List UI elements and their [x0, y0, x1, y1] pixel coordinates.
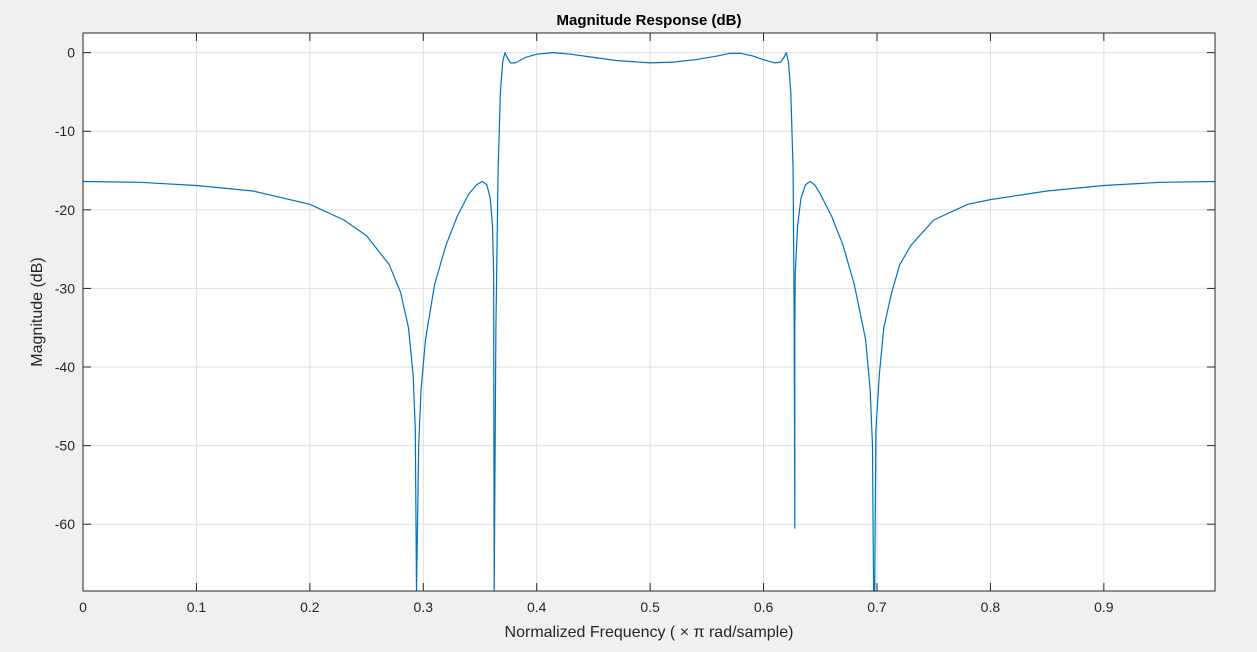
x-tick-label: 0 — [79, 599, 87, 615]
tick-labels: 0 0.1 0.2 0.3 0.4 0.5 0.6 0.7 0.8 0.9 0 -10 -20 -30 -4… — [55, 45, 1114, 615]
grid-lines — [83, 33, 1215, 591]
x-tick-label: 0.6 — [754, 599, 774, 615]
x-tick-label: 0.1 — [187, 599, 207, 615]
y-axis-label: Magnitude (dB) — [29, 257, 46, 366]
data-series — [82, 51, 1216, 592]
plot-frame — [82, 32, 1216, 592]
y-tick-label: -40 — [55, 359, 75, 375]
x-tick-label: 0.4 — [527, 599, 547, 615]
x-tick-label: 0.9 — [1094, 599, 1114, 615]
y-tick-label: -50 — [55, 438, 75, 454]
response-line — [82, 51, 1216, 592]
x-tick-label: 0.2 — [300, 599, 320, 615]
y-tick-label: -10 — [55, 123, 75, 139]
plot-background — [83, 33, 1215, 591]
y-tick-label: 0 — [67, 45, 75, 61]
x-tick-label: 0.7 — [867, 599, 887, 615]
x-axis-label: Normalized Frequency ( × π rad/sample) — [505, 624, 794, 641]
y-tick-label: -30 — [55, 280, 75, 296]
x-tick-label: 0.8 — [981, 599, 1001, 615]
x-tick-label: 0.3 — [414, 599, 434, 615]
y-tick-label: -60 — [55, 516, 75, 532]
y-tick-label: -20 — [55, 202, 75, 218]
chart-title: Magnitude Response (dB) — [556, 12, 741, 29]
x-tick-label: 0.5 — [640, 599, 660, 615]
